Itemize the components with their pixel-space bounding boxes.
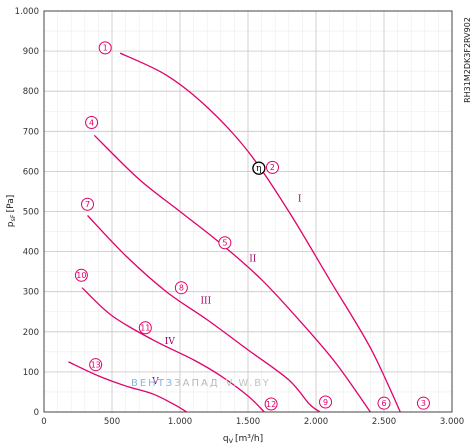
y-tick-label: 600 — [23, 167, 39, 177]
curve-marker-circle — [174, 281, 188, 295]
curve-marker-label: 12 — [266, 400, 276, 409]
curve-marker-2: 2 — [265, 160, 279, 174]
x-tick-label: 3.000 — [440, 417, 464, 427]
curve-marker-label: 4 — [89, 118, 94, 127]
y-tick-label: 800 — [23, 87, 39, 97]
watermark-part1: ВЕНТЗ — [131, 378, 174, 389]
curve-marker-label: 3 — [421, 399, 426, 408]
curve-marker-label: 5 — [222, 239, 227, 248]
fan-curve-2 — [93, 134, 371, 413]
y-axis-label-unit: [Pa] — [6, 195, 16, 213]
y-axis-label-main: p — [6, 221, 16, 227]
curve-marker-label: 1 — [103, 44, 108, 53]
x-axis-label-sub: V — [229, 437, 234, 445]
curve-marker-3: 3 — [416, 396, 430, 410]
x-axis-ticks: 0 500 1.000 1.500 2.000 2.500 3.000 — [41, 417, 464, 427]
curve-marker-circle — [89, 358, 103, 372]
watermark: ВЕНТЗЗАПАД V.W.BY — [131, 378, 271, 389]
curve-marker-circle — [138, 321, 152, 335]
curve-marker-label: 13 — [91, 360, 101, 369]
curve-marker-13: 13 — [89, 358, 103, 372]
fan-curve-5 — [68, 361, 188, 413]
curve-marker-label: 9 — [323, 398, 328, 407]
y-tick-label: 0 — [34, 408, 39, 418]
efficiency-point-circle — [252, 161, 266, 175]
curve-marker-label: 8 — [179, 283, 184, 292]
y-tick-label: 700 — [23, 127, 39, 137]
plot-frame — [43, 10, 453, 413]
curve-marker-label: 10 — [76, 271, 86, 280]
y-axis-ticks: 0 100 200 300 400 500 600 700 800 900 1.000 — [15, 7, 39, 418]
curve-marker-circle — [377, 396, 391, 410]
curve-marker-circle — [98, 41, 112, 55]
curve-marker-9: 9 — [319, 395, 333, 409]
y-tick-label: 900 — [23, 47, 39, 57]
curve-marker-circle — [218, 236, 232, 250]
grid-major — [43, 10, 453, 413]
curve-marker-4: 4 — [85, 115, 99, 129]
region-label-IV: IV — [165, 337, 176, 347]
fan-curve-4 — [81, 287, 265, 413]
curve-marker-circle — [319, 395, 333, 409]
curve-marker-circle — [81, 197, 95, 211]
curve-marker-label: 2 — [270, 163, 275, 172]
region-label-II: II — [249, 255, 257, 265]
x-axis-label-unit: [m³/h] — [235, 434, 263, 444]
y-axis-label: psF[Pa] — [6, 195, 17, 227]
curve-marker-label: 6 — [381, 399, 386, 408]
x-tick-label: 1.000 — [168, 417, 192, 427]
curve-marker-6: 6 — [377, 396, 391, 410]
curve-marker-circle — [264, 397, 278, 411]
y-tick-label: 500 — [23, 208, 39, 218]
y-tick-label: 1.000 — [15, 7, 39, 17]
curve-marker-8: 8 — [174, 281, 188, 295]
curve-marker-7: 7 — [81, 197, 95, 211]
fan-curve-1 — [119, 52, 401, 413]
y-axis-label-sub: sF — [9, 214, 17, 221]
region-label-I: I — [298, 194, 302, 204]
model-code: RH31M2DK3F2RV902 — [463, 17, 472, 103]
watermark-part2: ЗАПАД — [174, 378, 219, 389]
curve-marker-circle — [265, 160, 279, 174]
region-label-V: V — [151, 377, 159, 387]
region-label-III: III — [201, 297, 212, 307]
watermark-part3: V.W.BY — [226, 378, 271, 389]
curve-marker-label: 11 — [140, 324, 150, 333]
curve-marker-5: 5 — [218, 236, 232, 250]
x-axis-label: qV [m³/h] — [223, 434, 263, 445]
curve-marker-label: 7 — [85, 200, 90, 209]
x-tick-label: 1.500 — [236, 417, 260, 427]
curve-marker-12: 12 — [264, 397, 278, 411]
curve-marker-1: 1 — [98, 41, 112, 55]
x-tick-label: 2.000 — [304, 417, 328, 427]
curve-marker-11: 11 — [138, 321, 152, 335]
fan-curves — [68, 52, 401, 413]
curve-marker-10: 10 — [74, 268, 88, 282]
efficiency-point-label: η — [256, 164, 261, 174]
y-tick-label: 200 — [23, 328, 39, 338]
curve-marker-circle — [85, 115, 99, 129]
y-tick-label: 300 — [23, 288, 39, 298]
curve-marker-circle — [74, 268, 88, 282]
x-tick-label: 0 — [41, 417, 46, 427]
efficiency-point-marker: η — [252, 161, 266, 175]
x-tick-label: 500 — [104, 417, 120, 427]
curve-marker-circle — [416, 396, 430, 410]
x-tick-label: 2.500 — [372, 417, 396, 427]
x-axis-label-main: q — [223, 434, 229, 444]
y-tick-label: 400 — [23, 248, 39, 258]
y-tick-label: 100 — [23, 368, 39, 378]
fan-curve-3 — [87, 215, 321, 413]
